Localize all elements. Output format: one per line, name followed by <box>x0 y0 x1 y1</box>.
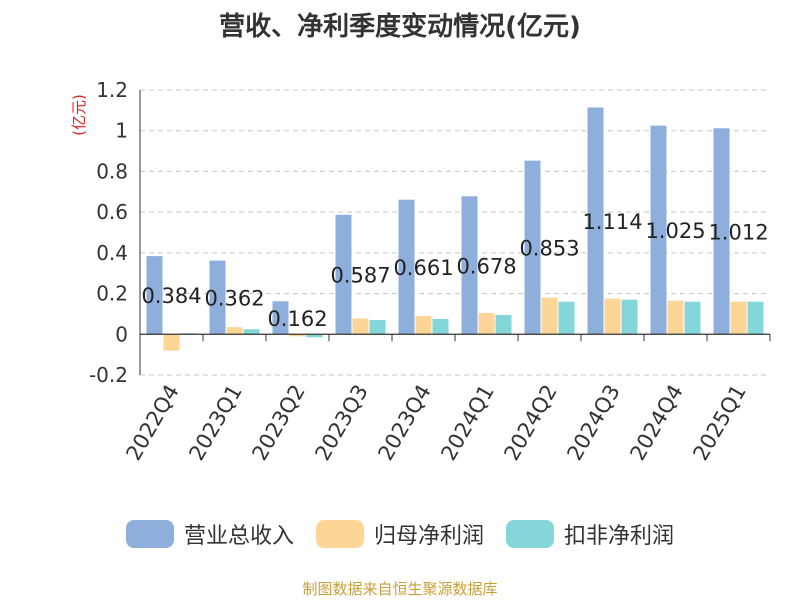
y-tick-label: 0 <box>115 322 128 346</box>
bar-revenue <box>587 107 604 335</box>
bar-deducted-profit <box>621 299 638 335</box>
y-tick-label: -0.2 <box>89 363 128 387</box>
data-label: 0.162 <box>267 307 327 331</box>
bar-deducted-profit <box>495 314 512 335</box>
bar-revenue <box>713 128 730 335</box>
bar-deducted-profit <box>558 301 575 335</box>
data-label: 0.587 <box>330 264 390 288</box>
legend-item-revenue[interactable]: 营业总收入 <box>125 518 294 550</box>
data-label: 0.853 <box>519 236 579 260</box>
bar-revenue <box>272 301 289 335</box>
bar-net-profit <box>478 312 495 335</box>
x-tick-label: 2023Q1 <box>184 381 246 465</box>
legend-label-revenue: 营业总收入 <box>183 524 294 549</box>
bar-deducted-profit <box>684 301 701 335</box>
bar-net-profit <box>289 334 306 337</box>
data-label: 1.012 <box>708 220 768 244</box>
bar-net-profit <box>541 297 558 335</box>
x-tick-label: 2024Q4 <box>625 381 687 465</box>
chart-title: 营收、净利季度变动情况(亿元) <box>219 12 581 42</box>
bar-deducted-profit <box>369 320 386 335</box>
bar-deducted-profit <box>243 329 260 335</box>
bar-net-profit <box>667 300 684 335</box>
legend: 营业总收入 归母净利润 扣非净利润 <box>0 518 800 550</box>
bar-deducted-profit <box>306 334 323 338</box>
data-label: 0.661 <box>393 256 453 280</box>
bar-revenue <box>209 260 226 335</box>
legend-label-deducted-profit: 扣非净利润 <box>564 524 675 549</box>
x-tick-label: 2024Q2 <box>499 381 561 465</box>
x-tick-label: 2025Q1 <box>688 381 750 465</box>
bar-revenue <box>524 160 541 335</box>
x-tick-label: 2022Q4 <box>121 381 183 465</box>
bar-net-profit <box>415 315 432 335</box>
bar-revenue <box>650 125 667 335</box>
x-tick-label: 2023Q3 <box>310 381 372 465</box>
y-tick-label: 1 <box>115 119 128 143</box>
bar-revenue <box>146 256 163 335</box>
source-note: 制图数据来自恒生聚源数据库 <box>302 580 498 598</box>
bar-revenue <box>461 196 478 335</box>
y-axis-label: (亿元) <box>70 94 88 136</box>
x-tick-label: 2023Q2 <box>247 381 309 465</box>
bar-revenue <box>335 214 352 335</box>
y-tick-label: 0.8 <box>96 159 128 183</box>
x-tick-label: 2024Q1 <box>436 381 498 465</box>
legend-swatch-deducted-profit <box>506 520 554 548</box>
x-tick-label: 2024Q3 <box>562 381 624 465</box>
bar-net-profit <box>730 301 747 335</box>
legend-item-deducted-profit[interactable]: 扣非净利润 <box>506 518 674 550</box>
y-tick-label: 1.2 <box>96 78 128 102</box>
y-tick-label: 0.2 <box>96 282 128 306</box>
data-label: 1.025 <box>645 219 705 243</box>
legend-label-net-profit: 归母净利润 <box>373 524 484 549</box>
data-label: 1.114 <box>582 210 642 234</box>
data-label: 0.362 <box>204 286 264 310</box>
legend-swatch-revenue <box>125 520 174 548</box>
legend-item-net-profit[interactable]: 归母净利润 <box>315 518 484 550</box>
bar-deducted-profit <box>432 319 449 335</box>
data-label: 0.384 <box>141 284 201 308</box>
data-label: 0.678 <box>456 254 516 278</box>
y-tick-label: 0.6 <box>96 200 128 224</box>
bar-net-profit <box>226 327 243 335</box>
bar-revenue <box>398 199 415 335</box>
y-tick-label: 0.4 <box>96 241 128 265</box>
legend-swatch-net-profit <box>315 520 364 548</box>
bar-net-profit <box>604 298 621 335</box>
bar-deducted-profit <box>747 301 764 335</box>
bar-net-profit <box>163 334 180 351</box>
x-tick-label: 2023Q4 <box>373 381 435 465</box>
bar-net-profit <box>352 318 369 335</box>
